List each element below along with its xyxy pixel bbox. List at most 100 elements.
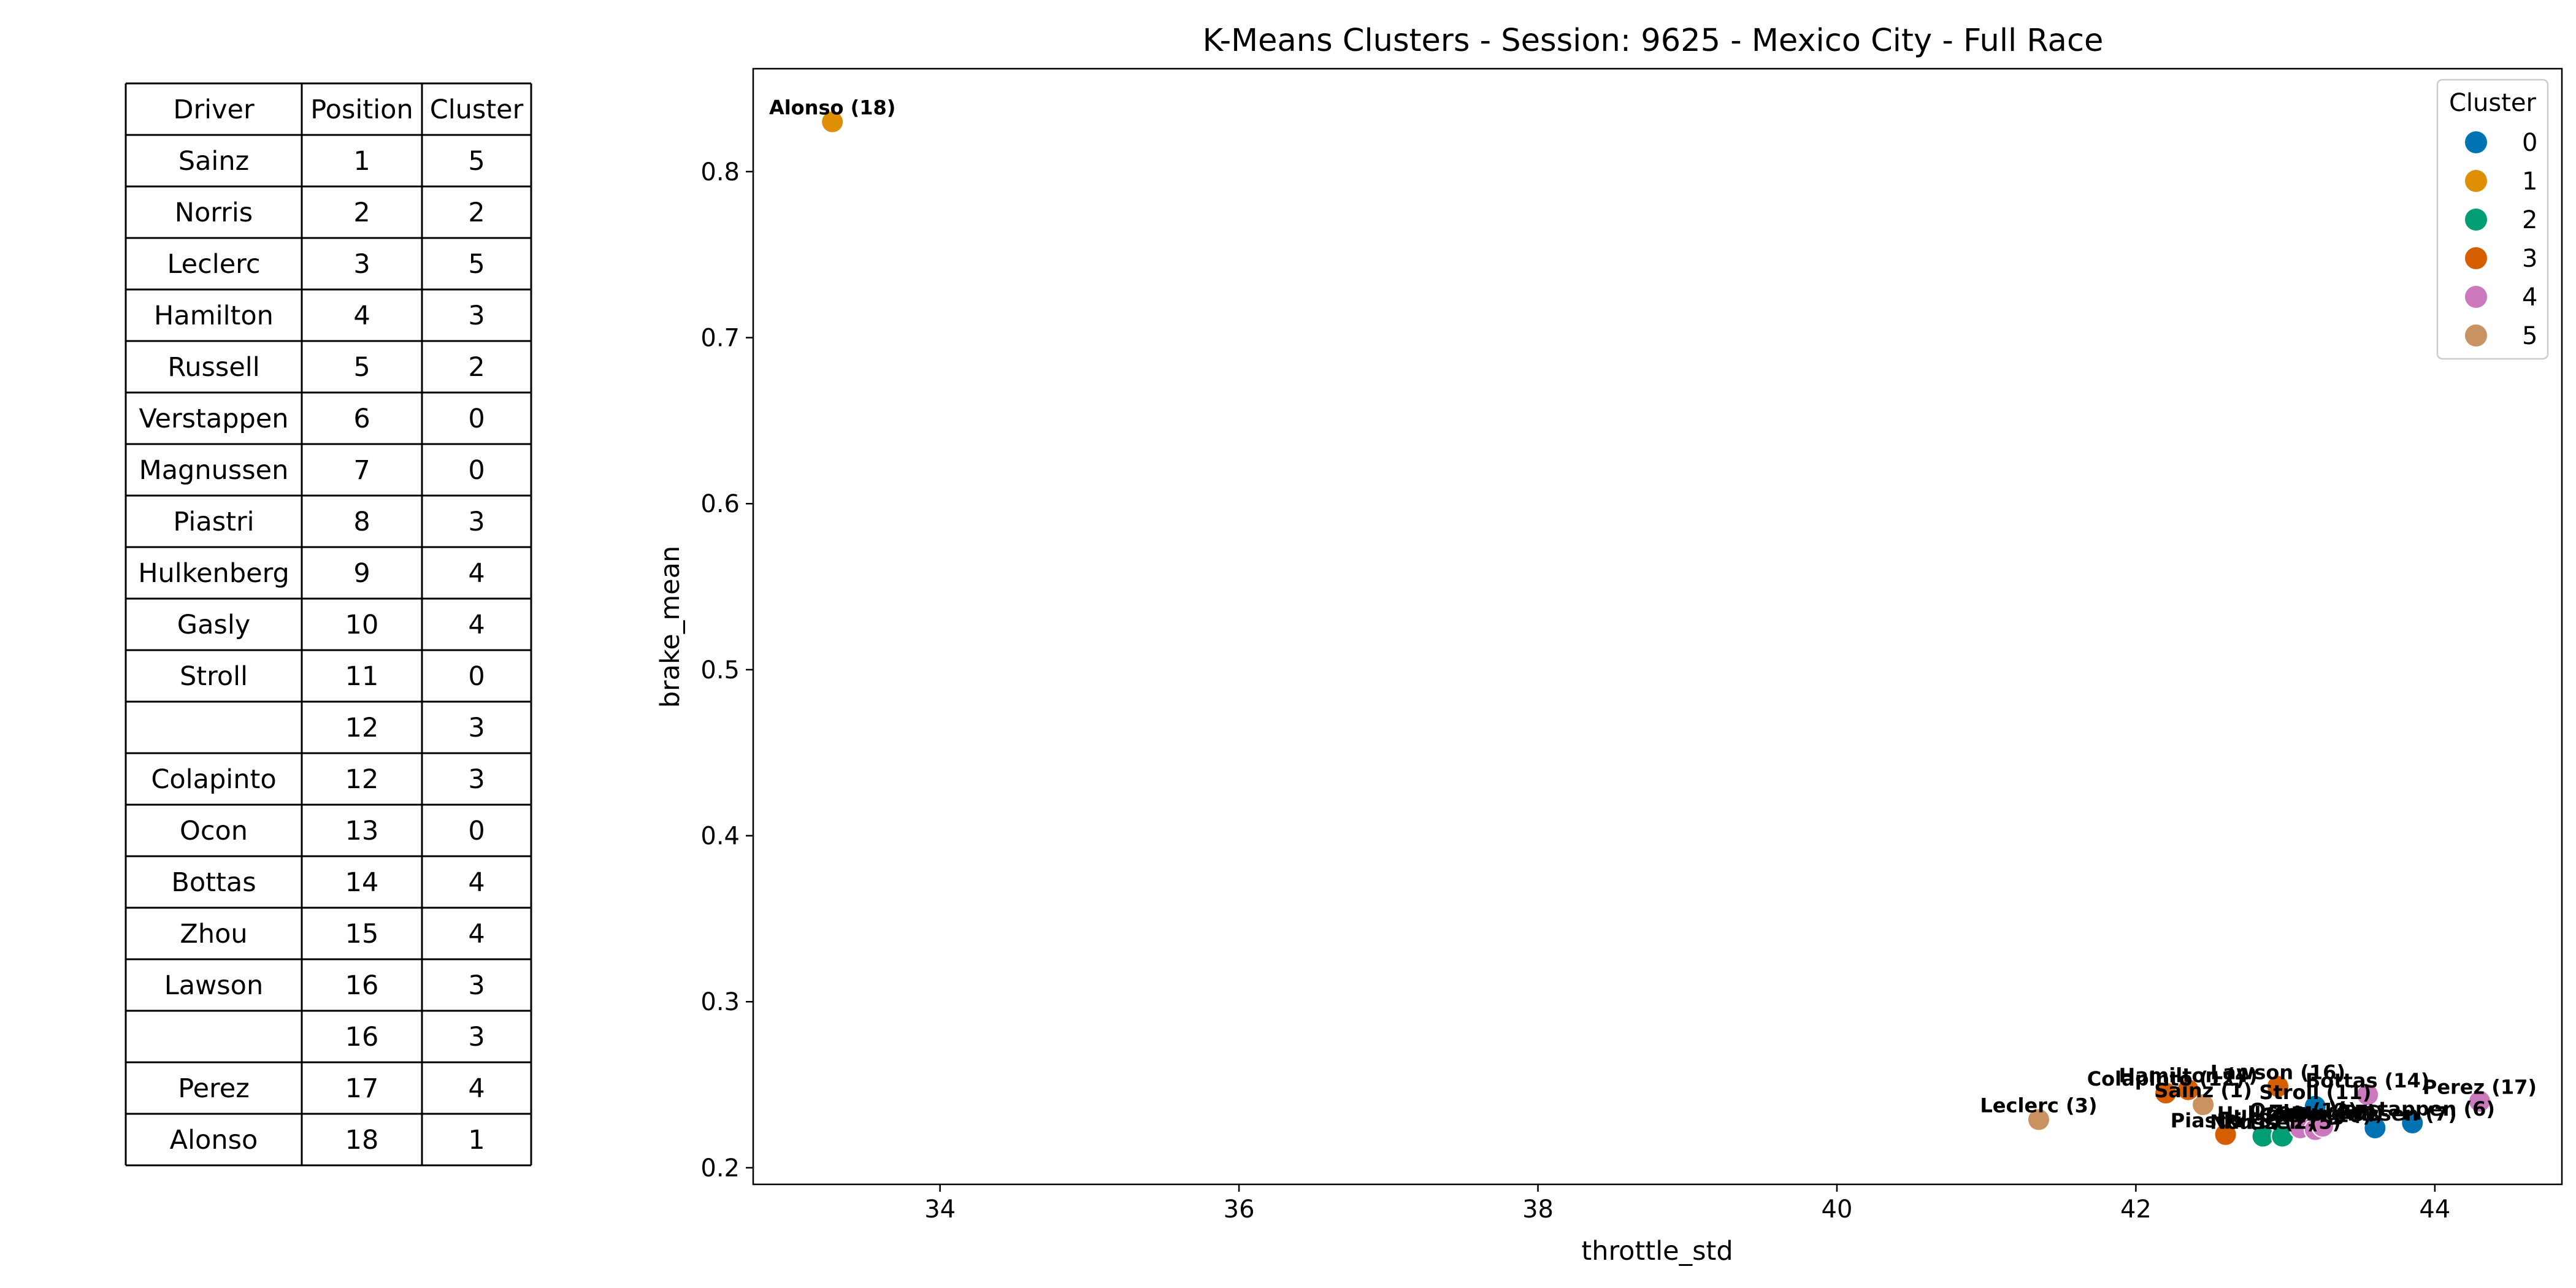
x-axis-label: throttle_std bbox=[1581, 1236, 1733, 1267]
x-tick-label: 44 bbox=[2419, 1195, 2450, 1224]
data-label: Hamilton (4) bbox=[2119, 1064, 2258, 1087]
x-tick-label: 36 bbox=[1224, 1195, 1255, 1224]
table-cell: 13 bbox=[345, 816, 379, 846]
table-cell: Zhou bbox=[180, 919, 247, 949]
legend-marker bbox=[2465, 247, 2487, 269]
legend-entry-label: 0 bbox=[2522, 129, 2537, 157]
table-cell: Perez bbox=[178, 1073, 250, 1104]
table-cell: 5 bbox=[353, 352, 370, 383]
table-cell: 3 bbox=[353, 249, 370, 280]
data-point bbox=[2191, 1093, 2215, 1117]
y-tick-label: 0.6 bbox=[700, 490, 740, 518]
data-point bbox=[2363, 1116, 2387, 1140]
table-cell: 5 bbox=[468, 249, 485, 280]
table-cell: Hulkenberg bbox=[138, 558, 289, 589]
plot-area bbox=[752, 67, 2563, 1186]
legend-marker bbox=[2465, 209, 2487, 231]
table-cell: 6 bbox=[353, 404, 370, 434]
table-cell: Hamilton bbox=[154, 301, 274, 331]
table-cell: Bottas bbox=[171, 867, 256, 898]
data-label: Verstappen (6) bbox=[2330, 1097, 2495, 1121]
table-cell: 1 bbox=[468, 1125, 485, 1156]
data-label: Hulkenberg (9) bbox=[2217, 1102, 2383, 1125]
table-cell: 5 bbox=[468, 146, 485, 177]
table-cell: 9 bbox=[353, 558, 370, 589]
x-tick-label: 40 bbox=[1822, 1195, 1853, 1224]
y-tick-label: 0.2 bbox=[700, 1154, 740, 1183]
table-cell: 4 bbox=[353, 301, 370, 331]
legend-marker bbox=[2465, 170, 2487, 192]
table-cell: Piastri bbox=[173, 507, 254, 537]
table-cell: 16 bbox=[345, 1022, 379, 1052]
table-cell: Norris bbox=[175, 197, 253, 228]
legend-marker bbox=[2465, 324, 2487, 347]
data-label: Ocon (13) bbox=[2249, 1099, 2357, 1122]
data-label: Gasly (10) bbox=[2259, 1104, 2372, 1127]
table-cell: Russell bbox=[167, 352, 259, 383]
data-label: Zhou (15) bbox=[2269, 1100, 2377, 1124]
data-point bbox=[2356, 1083, 2380, 1106]
table-cell: 15 bbox=[345, 919, 379, 949]
table-cell: 4 bbox=[468, 919, 485, 949]
legend-marker bbox=[2465, 286, 2487, 308]
legend[interactable]: Cluster 0 1 2 3 4 5 bbox=[2436, 79, 2549, 360]
table-cell: 12 bbox=[345, 764, 379, 795]
table-header-cell: Driver bbox=[173, 94, 255, 125]
scatter-chart: K-Means Clusters - Session: 9625 - Mexic… bbox=[655, 23, 2563, 1267]
table-cell: 3 bbox=[468, 764, 485, 795]
data-label: Bottas (14) bbox=[2306, 1069, 2430, 1092]
table-cell: 2 bbox=[468, 352, 485, 383]
table-cell: 2 bbox=[468, 197, 485, 228]
table-cell: Colapinto bbox=[151, 764, 276, 795]
data-point bbox=[2467, 1089, 2491, 1113]
data-label: Russell (5) bbox=[2223, 1111, 2341, 1134]
table-cell: Gasly bbox=[177, 610, 250, 640]
data-label: Magnussen (7) bbox=[2293, 1102, 2457, 1125]
y-tick-label: 0.3 bbox=[700, 988, 740, 1016]
legend-entry-label: 5 bbox=[2522, 322, 2537, 350]
table-cell: 10 bbox=[345, 610, 379, 640]
data-point bbox=[2154, 1081, 2178, 1105]
data-label: Leclerc (3) bbox=[1980, 1094, 2097, 1117]
axis-ticks: 34 36 38 40 42 44 0.2 0.3 0.4 0.5 0.6 0.7 0.8 bbox=[700, 158, 2450, 1224]
data-label: Stroll (11) bbox=[2259, 1081, 2371, 1104]
table-cell: 8 bbox=[353, 507, 370, 537]
table-cell: 14 bbox=[345, 867, 379, 898]
table-cell: 4 bbox=[468, 1073, 485, 1104]
data-point bbox=[2266, 1075, 2290, 1098]
data-label: Piastri (8) bbox=[2171, 1109, 2281, 1132]
legend-entry-label: 3 bbox=[2522, 245, 2537, 273]
data-point bbox=[821, 110, 845, 134]
x-tick-label: 38 bbox=[1522, 1195, 1554, 1224]
table-cell: Alonso bbox=[170, 1125, 258, 1156]
table-cell: Verstappen bbox=[139, 404, 288, 434]
y-tick-label: 0.8 bbox=[700, 158, 740, 186]
table-cell: 3 bbox=[468, 1022, 485, 1052]
data-point bbox=[2176, 1078, 2200, 1102]
table-cell: Magnussen bbox=[139, 455, 289, 486]
table-cell: 4 bbox=[468, 558, 485, 589]
data-label: Alonso (18) bbox=[769, 96, 895, 120]
table-cell: Stroll bbox=[180, 661, 248, 692]
y-tick-label: 0.4 bbox=[700, 822, 740, 851]
legend-box bbox=[2436, 79, 2549, 360]
data-label: Colapinto (12) bbox=[2087, 1067, 2245, 1091]
table-cell: 17 bbox=[345, 1073, 379, 1104]
table-cell: 1 bbox=[353, 146, 370, 177]
legend-title: Cluster bbox=[2449, 89, 2537, 117]
table-cell: Sainz bbox=[178, 146, 249, 177]
chart-title: K-Means Clusters - Session: 9625 - Mexic… bbox=[1203, 23, 2104, 59]
table-cell: 0 bbox=[468, 816, 485, 846]
table-cell: 16 bbox=[345, 970, 379, 1001]
y-tick-label: 0.5 bbox=[700, 656, 740, 684]
table-cell: Lawson bbox=[164, 970, 263, 1001]
table-cell: 0 bbox=[468, 404, 485, 434]
data-label: Lawson (16) bbox=[2210, 1060, 2345, 1084]
table-cell: 18 bbox=[345, 1125, 379, 1156]
x-tick-label: 34 bbox=[924, 1195, 956, 1224]
table-cell: 4 bbox=[468, 610, 485, 640]
legend-entry-label: 4 bbox=[2522, 283, 2537, 312]
data-label: Perez (17) bbox=[2423, 1076, 2537, 1099]
table-cell: Leclerc bbox=[167, 249, 260, 280]
